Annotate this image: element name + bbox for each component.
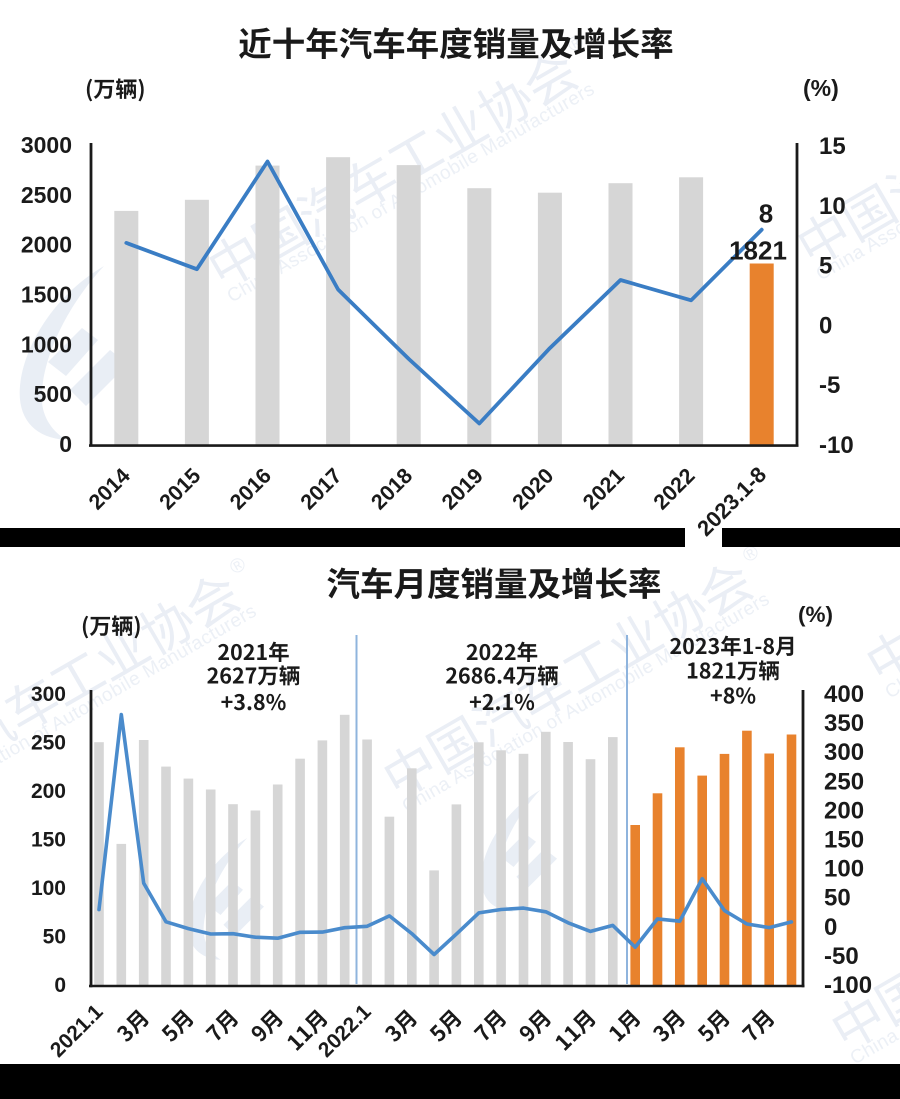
svg-text:250: 250 <box>824 768 864 795</box>
svg-text:350: 350 <box>824 710 864 737</box>
svg-text:15: 15 <box>819 133 846 160</box>
svg-text:0: 0 <box>819 312 832 339</box>
svg-text:50: 50 <box>824 885 851 912</box>
svg-text:50: 50 <box>43 926 66 949</box>
svg-text:150: 150 <box>824 827 864 854</box>
svg-text:3000: 3000 <box>21 132 72 158</box>
svg-text:2500: 2500 <box>21 182 72 208</box>
svg-text:-50: -50 <box>824 943 859 970</box>
svg-text:300: 300 <box>824 739 864 766</box>
svg-text:200: 200 <box>31 780 66 803</box>
svg-text:-5: -5 <box>819 372 840 399</box>
svg-text:10: 10 <box>819 193 846 220</box>
svg-text:5: 5 <box>819 253 832 280</box>
svg-text:1821: 1821 <box>729 236 787 266</box>
svg-text:(%): (%) <box>803 75 839 101</box>
svg-text:2000: 2000 <box>21 232 72 258</box>
svg-text:-100: -100 <box>824 972 872 999</box>
svg-text:0: 0 <box>54 974 66 997</box>
svg-text:200: 200 <box>824 797 864 824</box>
svg-text:100: 100 <box>824 856 864 883</box>
svg-text:100: 100 <box>31 877 66 900</box>
svg-text:1500: 1500 <box>21 282 72 308</box>
svg-text:150: 150 <box>31 829 66 852</box>
svg-text:-10: -10 <box>819 432 854 459</box>
svg-text:8: 8 <box>759 199 773 229</box>
svg-text:500: 500 <box>34 381 72 407</box>
svg-text:0: 0 <box>59 431 72 457</box>
svg-text:1000: 1000 <box>21 331 72 357</box>
svg-text:(%): (%) <box>798 602 833 627</box>
svg-text:250: 250 <box>31 732 66 755</box>
svg-text:400: 400 <box>824 681 864 708</box>
svg-text:300: 300 <box>31 683 66 706</box>
svg-text:0: 0 <box>824 914 837 941</box>
